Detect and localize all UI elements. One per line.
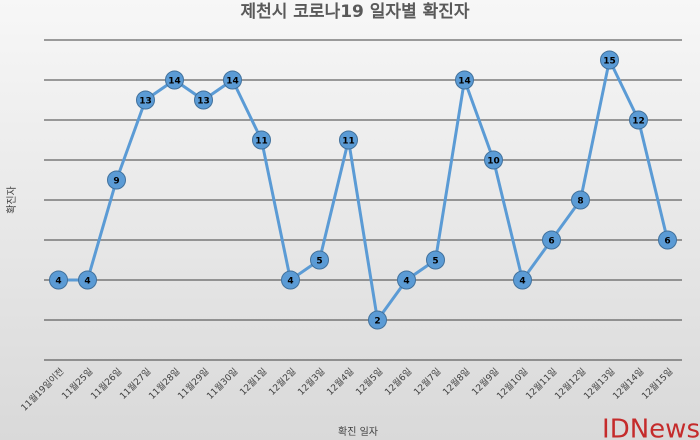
data-label: 6 — [664, 237, 670, 247]
marker — [658, 230, 677, 250]
marker — [513, 270, 532, 290]
data-label: 4 — [403, 277, 409, 287]
data-label: 5 — [432, 257, 438, 267]
marker — [455, 70, 474, 90]
marker — [49, 270, 68, 290]
marker — [136, 90, 155, 110]
marker — [310, 250, 329, 270]
data-label: 14 — [226, 77, 239, 87]
marker — [368, 310, 387, 330]
data-label: 14 — [458, 77, 471, 87]
data-label: 13 — [139, 97, 152, 107]
marker — [281, 270, 300, 290]
y-axis-title: 확진자 — [6, 186, 18, 214]
data-label: 12 — [632, 117, 645, 127]
data-label: 8 — [577, 197, 583, 207]
data-label: 13 — [197, 97, 210, 107]
data-label: 11 — [255, 137, 268, 147]
marker — [165, 70, 184, 90]
data-label: 4 — [55, 277, 61, 287]
marker — [78, 270, 97, 290]
x-axis-title: 확진 일자 — [338, 426, 378, 438]
data-label: 4 — [287, 277, 293, 287]
data-label: 10 — [487, 157, 500, 167]
marker — [107, 170, 126, 190]
watermark: IDNews — [602, 415, 700, 440]
data-label: 4 — [84, 277, 90, 287]
marker — [629, 110, 648, 130]
marker — [397, 270, 416, 290]
marker — [542, 230, 561, 250]
marker — [484, 150, 503, 170]
data-label: 2 — [374, 317, 380, 327]
data-label: 5 — [316, 257, 322, 267]
data-label: 15 — [603, 57, 616, 67]
data-label: 14 — [168, 77, 181, 87]
marker — [252, 130, 271, 150]
marker — [426, 250, 445, 270]
data-label: 6 — [548, 237, 554, 247]
marker — [223, 70, 242, 90]
data-label: 4 — [519, 277, 525, 287]
marker — [600, 50, 619, 70]
line — [58, 55, 669, 324]
marker — [571, 190, 590, 210]
marker — [339, 130, 358, 150]
marker — [194, 90, 213, 110]
data-label: 11 — [342, 137, 355, 147]
data-label: 9 — [113, 177, 119, 187]
chart-title: 제천시 코로나19 일자별 확진자 — [240, 2, 469, 22]
